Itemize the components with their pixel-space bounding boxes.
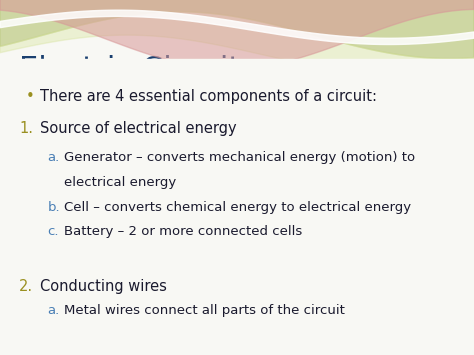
Text: electrical energy: electrical energy [64,176,176,189]
Text: c.: c. [47,225,59,239]
Text: 1.: 1. [19,121,33,136]
Text: •: • [26,89,35,104]
Text: a.: a. [47,304,60,317]
Text: There are 4 essential components of a circuit:: There are 4 essential components of a ci… [40,89,377,104]
Text: Battery – 2 or more connected cells: Battery – 2 or more connected cells [64,225,302,239]
Text: Cell – converts chemical energy to electrical energy: Cell – converts chemical energy to elect… [64,201,411,214]
Text: a.: a. [47,151,60,164]
Text: Electric Circuits: Electric Circuits [19,55,256,84]
Text: Source of electrical energy: Source of electrical energy [40,121,237,136]
Text: Metal wires connect all parts of the circuit: Metal wires connect all parts of the cir… [64,304,345,317]
Text: Conducting wires: Conducting wires [40,279,167,294]
Text: 2.: 2. [19,279,33,294]
Text: Generator – converts mechanical energy (motion) to: Generator – converts mechanical energy (… [64,151,415,164]
Text: b.: b. [47,201,60,214]
